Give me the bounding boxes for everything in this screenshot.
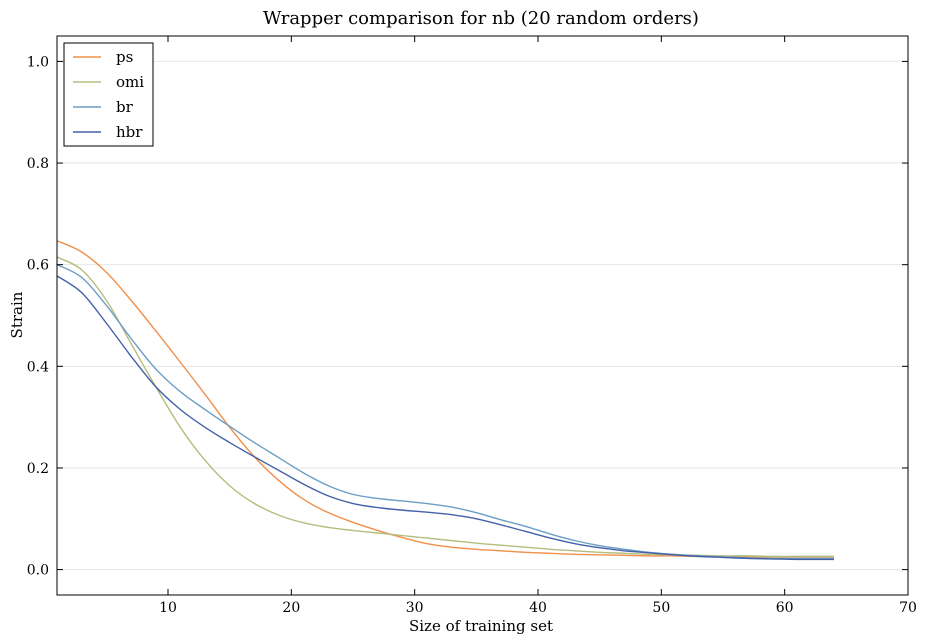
x-tick-label: 30 (406, 600, 424, 616)
series-layer (56, 240, 834, 561)
series-line-ps (56, 240, 834, 558)
y-tick-label: 0.6 (27, 258, 49, 274)
x-tick-label: 60 (776, 600, 794, 616)
chart-title: Wrapper comparison for nb (20 random ord… (263, 8, 699, 29)
ticks: 0.0 0.2 0.4 0.6 0.8 1.0 10 20 30 40 50 60 70 (27, 36, 917, 616)
grid (57, 60, 908, 571)
x-tick-label: 40 (529, 600, 547, 616)
legend: ps omi br hbr (63, 42, 154, 147)
x-tick-label: 50 (652, 600, 670, 616)
series-line-hbr (56, 275, 834, 561)
y-tick-label: 0.8 (27, 156, 49, 172)
x-axis-title: Size of training set (409, 617, 553, 635)
x-tick-label: 10 (159, 600, 177, 616)
y-tick-label: 0.4 (27, 359, 49, 375)
y-axis-title: Strain (8, 291, 26, 338)
y-tick-label: 0.2 (27, 461, 49, 477)
legend-label-hbr: hbr (116, 123, 143, 141)
legend-box (63, 42, 154, 147)
y-tick-label: 1.0 (27, 54, 49, 70)
series-line-omi (56, 256, 834, 558)
legend-label-br: br (116, 98, 134, 116)
y-tick-label: 0.0 (27, 563, 49, 579)
legend-label-ps: ps (116, 48, 133, 66)
x-tick-label: 70 (899, 600, 917, 616)
legend-label-omi: omi (116, 73, 144, 91)
plot-frame (56, 35, 909, 596)
x-tick-label: 20 (282, 600, 300, 616)
